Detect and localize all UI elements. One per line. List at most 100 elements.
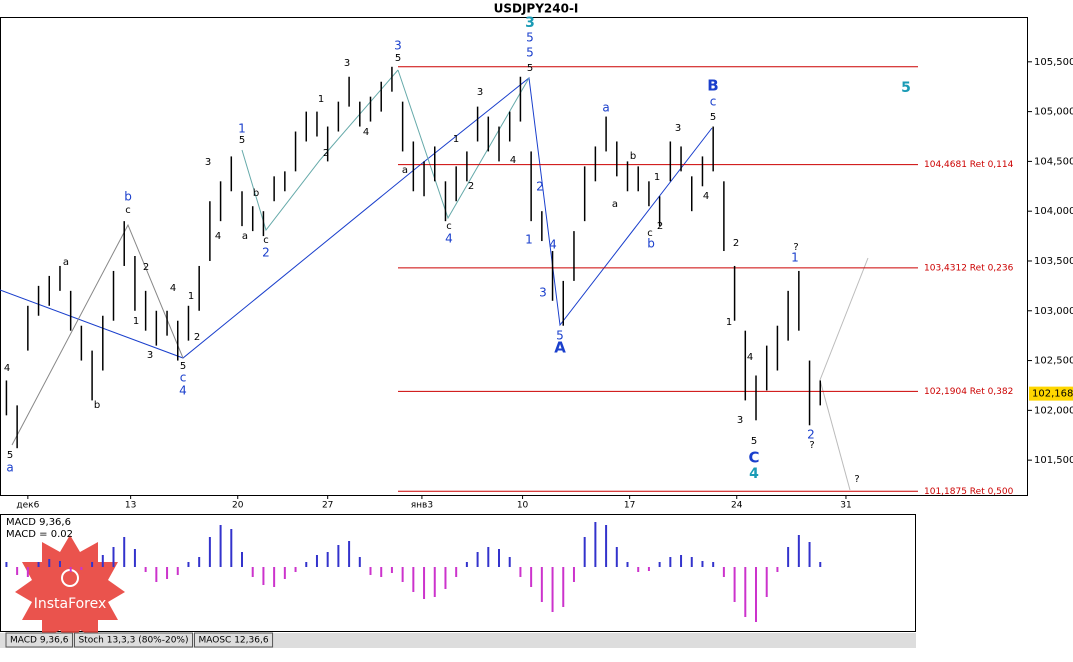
x-tick-label: янв3 [411, 501, 433, 511]
indicator-title: MACD 9,36,6 [6, 517, 71, 528]
wave-label: c [446, 221, 452, 232]
wave-label: 5 [751, 436, 757, 447]
wave-label: 1 [133, 316, 139, 327]
price-frame [0, 17, 1028, 496]
x-tick-label: 20 [232, 501, 244, 511]
wave-label: 1 [318, 94, 324, 105]
x-tick-label: 27 [322, 501, 333, 511]
tab-bar [0, 633, 916, 648]
wave-label: 4 [445, 232, 453, 246]
wave-label: 1 [238, 122, 246, 136]
wave-label: 2 [194, 332, 200, 343]
tab-border [194, 632, 274, 648]
fib-label: 102,1904 Ret 0,382 [924, 387, 1013, 397]
wave-label: 3 [477, 87, 483, 98]
wave-label: 4 [510, 155, 516, 166]
wave-label: 2 [657, 221, 663, 232]
last-price-label: 102,168 [1032, 389, 1073, 400]
wave-label: ? [793, 242, 798, 253]
y-tick-label: 103,500 [1034, 256, 1073, 267]
wave-label: 3 [147, 350, 153, 361]
fib-label: 103,4312 Ret 0,236 [924, 263, 1014, 273]
wave-label: 4 [363, 127, 369, 138]
wave-label: a [6, 461, 13, 475]
wave-label: ? [809, 440, 814, 451]
wave-label: C [748, 449, 759, 467]
x-tick-label: 17 [624, 501, 635, 511]
wave-label: 4 [4, 363, 10, 374]
tab-border [5, 632, 73, 648]
wave-label: 2 [733, 238, 739, 249]
y-tick-label: 105,000 [1034, 107, 1073, 118]
macd-frame [0, 514, 916, 632]
indicator-tab[interactable]: MAOSC 12,36,6 [199, 636, 269, 646]
wave-label: 2 [536, 180, 544, 194]
x-tick-label: 31 [840, 501, 851, 511]
fib-label: 101,1875 Ret 0,500 [924, 487, 1014, 497]
wave-label: 3 [525, 15, 535, 31]
wave-label: 3 [344, 58, 350, 69]
y-tick-label: 101,500 [1034, 455, 1073, 466]
wave-label: b [630, 151, 636, 162]
indicator-tab[interactable]: Stoch 13,3,3 (80%-20%) [78, 636, 188, 646]
tab-border [73, 632, 193, 648]
wave-label: 2 [807, 428, 815, 442]
last-price-box [1029, 386, 1073, 401]
wave-label: 1 [525, 233, 533, 247]
wave-label: 2 [262, 246, 270, 260]
wave-label: 2 [143, 262, 149, 273]
x-tick-label: 13 [125, 501, 136, 511]
indicator-tab[interactable]: MACD 9,36,6 [10, 636, 69, 646]
wave-label: A [554, 339, 566, 357]
wave-label: 4 [170, 283, 176, 294]
wave-label: 1 [726, 317, 732, 328]
wave-label: b [253, 188, 259, 199]
y-tick-label: 102,500 [1034, 356, 1073, 367]
chart-title: USDJPY240-I [494, 2, 579, 16]
wave-label: 3 [205, 157, 211, 168]
wave-label: 4 [749, 466, 759, 482]
x-tick-label: дек6 [16, 501, 39, 511]
wave-label: 4 [549, 238, 557, 252]
y-tick-label: 104,500 [1034, 156, 1073, 167]
wave-label: c [647, 228, 653, 239]
wave-label: 3 [394, 39, 402, 53]
wave-label: 1 [654, 172, 660, 183]
indicator-value: MACD = 0.02 [6, 529, 73, 540]
wave-label: 5 [526, 31, 534, 45]
wave-label: 5 [180, 361, 186, 372]
wave-label: 1 [188, 291, 194, 302]
wave-label: a [63, 257, 69, 268]
wave-label: 3 [539, 286, 547, 300]
wave-label: 5 [395, 53, 401, 64]
wave-label: 3 [675, 123, 681, 134]
y-tick-label: 102,000 [1034, 405, 1073, 416]
wave-label: 5 [901, 80, 911, 96]
x-tick-label: 24 [731, 501, 743, 511]
logo-text: InstaForex [34, 596, 107, 612]
wave-label: 5 [556, 329, 564, 343]
wave-label: a [242, 231, 248, 242]
wave-label: 5 [710, 112, 716, 123]
wave-label: b [94, 400, 100, 411]
wave-label: 4 [747, 352, 753, 363]
wave-label: c [710, 95, 717, 109]
wave-label: 4 [179, 384, 187, 398]
wave-label: 4 [215, 231, 221, 242]
wave-label: 1 [791, 251, 799, 265]
wave-label: 5 [239, 135, 245, 146]
x-tick-label: 10 [517, 501, 529, 511]
wave-label: 2 [323, 148, 329, 159]
y-tick-label: 103,000 [1034, 306, 1073, 317]
wave-label: 3 [737, 415, 743, 426]
wave-label: c [125, 205, 131, 216]
wave-label: B [707, 77, 718, 95]
y-tick-label: 105,500 [1034, 57, 1073, 68]
wave-label: 1 [453, 134, 459, 145]
wave-label: 4 [703, 191, 709, 202]
fib-label: 104,4681 Ret 0,114 [924, 160, 1014, 170]
wave-label: a [602, 101, 609, 115]
wave-label: 2 [468, 181, 474, 192]
